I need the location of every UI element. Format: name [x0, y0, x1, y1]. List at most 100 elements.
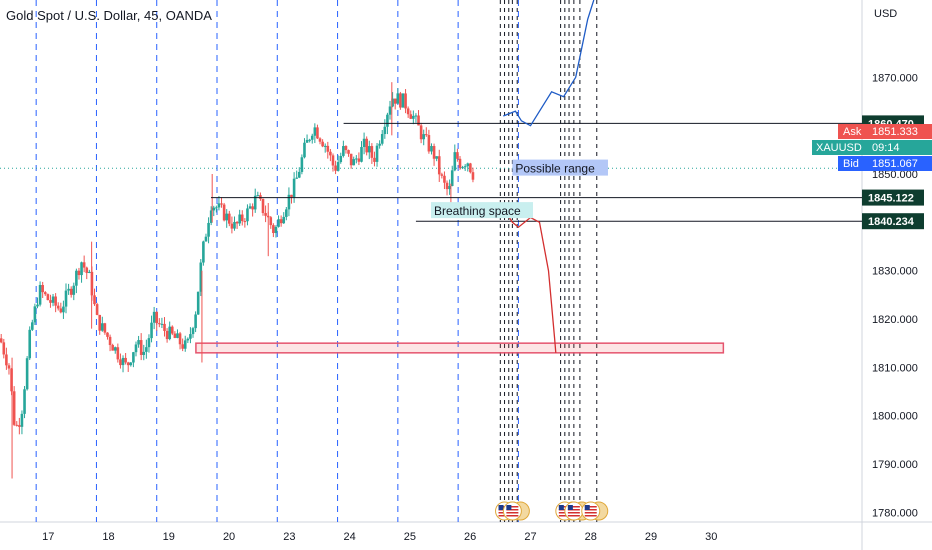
flag-stripe	[567, 509, 580, 511]
candle-body	[303, 142, 306, 158]
y-tick-label: 1850.000	[872, 169, 918, 181]
us-flag-event-icon	[581, 501, 609, 521]
candle-body	[33, 306, 37, 323]
level-price-text: 1840.234	[868, 216, 915, 228]
candle-body	[391, 98, 394, 107]
candle-body	[313, 127, 317, 136]
candle-body	[347, 150, 350, 154]
candle-body	[300, 157, 304, 172]
bid-tag-label-bg	[838, 156, 866, 171]
annotation-text: Breathing space	[434, 204, 521, 218]
candle-body	[272, 225, 275, 234]
symbol-tag-bg	[812, 140, 866, 155]
x-tick-label: 28	[585, 531, 597, 543]
projection-down-path	[505, 212, 557, 353]
candle-body	[207, 222, 210, 237]
candle-body	[259, 195, 262, 199]
candle-body	[75, 270, 78, 286]
flag-stripe	[567, 506, 580, 508]
candle-body	[365, 138, 368, 153]
flag-canton	[584, 505, 590, 510]
us-flag-event-icon	[502, 501, 530, 521]
currency-label: USD	[874, 8, 898, 20]
candle-body	[225, 213, 229, 221]
y-tick-label: 1790.000	[872, 459, 918, 471]
candle-body	[463, 166, 467, 168]
flag-canton	[558, 505, 564, 510]
candle-body	[399, 93, 402, 108]
candle-body	[295, 177, 298, 179]
candle-body	[7, 365, 11, 369]
candle-body	[316, 127, 319, 139]
candle-body	[352, 159, 356, 166]
event-icon-circle	[564, 501, 584, 521]
candle-body	[240, 214, 244, 222]
candle-body	[386, 114, 389, 127]
candle-body	[215, 207, 218, 209]
candle-body	[375, 145, 379, 162]
candle-body	[279, 219, 283, 224]
candle-body	[64, 290, 68, 307]
candle-body	[409, 114, 413, 119]
candle-body	[285, 209, 288, 217]
y-tick-label: 1820.000	[872, 314, 918, 326]
candle-body	[427, 135, 431, 152]
candle-body	[199, 262, 203, 292]
candle-body	[43, 292, 47, 295]
candle-body	[152, 311, 156, 323]
candle-body	[139, 340, 143, 355]
level-price-tag	[862, 189, 924, 206]
candle-body	[181, 344, 184, 349]
candle-body	[49, 300, 52, 303]
candle-body	[417, 115, 420, 126]
candle-body	[103, 323, 107, 333]
candle-body	[370, 146, 374, 158]
candle-body	[194, 314, 197, 329]
candle-body	[383, 126, 387, 135]
candle-body	[108, 336, 112, 346]
annotation-text: Possible range	[515, 162, 595, 176]
candle-body	[329, 151, 332, 156]
candle-body	[334, 165, 337, 171]
candle-body	[406, 108, 410, 115]
candle-body	[264, 213, 267, 216]
support-zone	[195, 342, 725, 354]
candle-body	[41, 285, 44, 293]
candle-body	[292, 178, 296, 198]
candle-body	[458, 158, 462, 168]
candle-body	[142, 351, 146, 355]
candle-body	[373, 157, 376, 162]
flag-stripe	[506, 506, 519, 508]
candle-body	[155, 311, 159, 324]
candle-body	[119, 359, 122, 366]
bid-price-bg	[866, 156, 932, 171]
candle-body	[440, 174, 444, 176]
candle-body	[126, 362, 130, 366]
candle-body	[186, 338, 190, 341]
candle-body	[243, 221, 247, 223]
candle-body	[290, 194, 293, 198]
candle-body	[113, 347, 117, 351]
candle-body	[355, 158, 358, 160]
event-icon-circle	[581, 501, 601, 521]
ask-tag-label-bg	[838, 124, 866, 139]
flag-stripe	[584, 509, 597, 511]
flag-stripe	[506, 509, 519, 511]
candle-body	[253, 195, 257, 210]
candle-body	[36, 304, 39, 307]
x-tick-label: 29	[645, 531, 657, 543]
candle-body	[393, 98, 397, 104]
flag-stripe	[506, 512, 519, 514]
candle-body	[178, 333, 182, 345]
y-tick-label: 1830.000	[872, 266, 918, 278]
candle-body	[116, 347, 120, 360]
candle-body	[430, 146, 433, 152]
ask-tag-label: Ask	[843, 126, 862, 138]
candle-body	[28, 329, 32, 359]
candle-body	[256, 195, 260, 197]
candle-body	[469, 163, 472, 173]
candle-body	[62, 306, 65, 313]
candle-body	[277, 219, 280, 227]
candle-body	[287, 194, 291, 210]
